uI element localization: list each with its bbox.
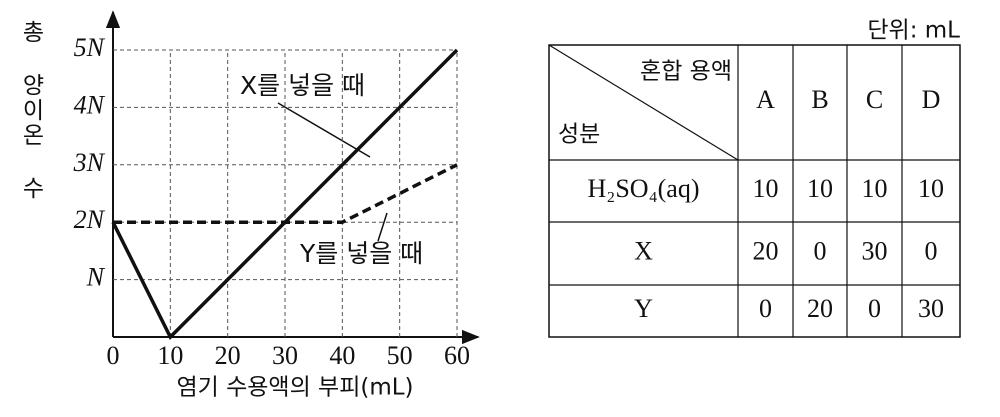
column-header: B — [811, 85, 828, 114]
y-tick-label: 2N — [74, 205, 106, 234]
table-cell: 0 — [759, 294, 772, 323]
table-cell: 30 — [918, 294, 944, 323]
x-tick-label: 50 — [387, 341, 413, 370]
x-tick-label: 0 — [107, 341, 120, 370]
x-tick-label: 30 — [272, 341, 298, 370]
row-header: X — [634, 236, 653, 265]
y-tick-label: N — [86, 263, 106, 292]
unit-label: 단위: mL — [867, 18, 960, 44]
table-cell: 0 — [868, 294, 881, 323]
x-tick-label: 20 — [215, 341, 241, 370]
row-header: Y — [634, 294, 653, 323]
table-cell: 10 — [918, 174, 944, 203]
y-axis-title: 총 양이온 수 — [18, 20, 44, 201]
column-header: C — [866, 85, 883, 114]
table-cell: 30 — [862, 236, 888, 265]
x-tick-label: 40 — [329, 341, 355, 370]
leader-line — [377, 212, 388, 242]
y-tick-label: 3N — [73, 148, 106, 177]
corner-top: 혼합 용액 — [640, 59, 732, 85]
column-header: A — [756, 85, 775, 114]
table-cell: 20 — [753, 236, 779, 265]
series-label: Y를 넣을 때 — [299, 239, 423, 268]
row-header: H₂SO₄(aq) — [588, 174, 700, 203]
table-cell: 10 — [862, 174, 888, 203]
table-cell: 10 — [807, 174, 833, 203]
x-tick-label: 10 — [157, 341, 183, 370]
table-cell: 20 — [807, 294, 833, 323]
table-cell: 10 — [753, 174, 779, 203]
data-line — [113, 163, 458, 224]
y-tick-label: 4N — [74, 90, 106, 119]
x-axis-title: 염기 수용액의 부피(mL) — [176, 375, 413, 401]
table-cell: 0 — [814, 236, 827, 265]
leader-line — [277, 102, 371, 158]
column-header: D — [922, 85, 941, 114]
data-line — [111, 48, 459, 340]
y-tick-label: 5N — [74, 33, 106, 62]
table-cell: 0 — [925, 236, 938, 265]
series-label: X를 넣을 때 — [240, 71, 365, 100]
x-tick-label: 60 — [444, 341, 470, 370]
corner-bottom: 성분 — [558, 122, 600, 148]
